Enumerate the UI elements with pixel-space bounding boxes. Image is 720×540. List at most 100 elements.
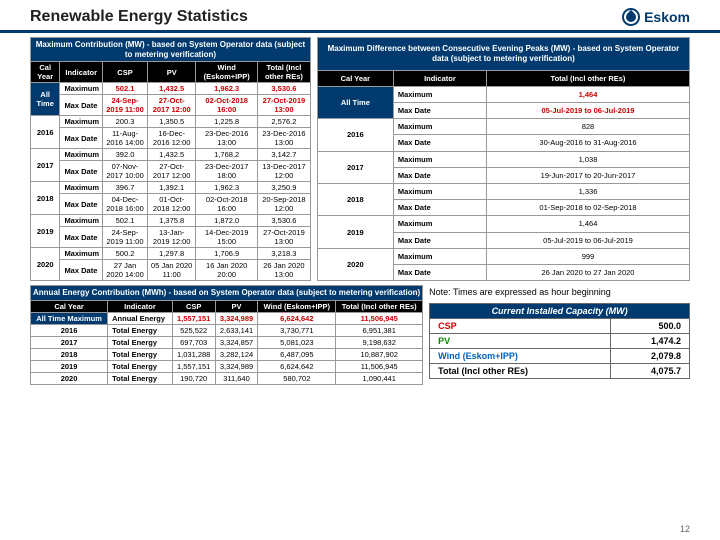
value-cell: 11,506,945 bbox=[336, 312, 423, 324]
year-cell: 2020 bbox=[317, 248, 393, 280]
year-cell: 2018 bbox=[31, 348, 108, 360]
table-row: 2018Total Energy1,031,2883,282,1246,487,… bbox=[31, 348, 423, 360]
indicator-cell: Total Energy bbox=[108, 348, 173, 360]
table-banner: Maximum Difference between Consecutive E… bbox=[317, 38, 689, 71]
indicator-cell: Maximum bbox=[60, 215, 103, 227]
value-cell: 2,576.2 bbox=[257, 116, 310, 128]
value-cell: 1,464 bbox=[486, 86, 689, 102]
table-row: 2019Maximum1,464 bbox=[317, 216, 689, 232]
value-cell: 05-Jul-2019 to 06-Jul-2019 bbox=[486, 103, 689, 119]
capacity-banner: Current Installed Capacity (MW) bbox=[430, 304, 690, 319]
capacity-label: PV bbox=[430, 334, 610, 349]
value-cell: 3,142.7 bbox=[257, 149, 310, 161]
indicator-cell: Max Date bbox=[393, 103, 486, 119]
annual-energy-table: Annual Energy Contribution (MWh) - based… bbox=[30, 285, 423, 385]
table-row: 2018Maximum1,336 bbox=[317, 183, 689, 199]
value-cell: 6,951,381 bbox=[336, 324, 423, 336]
value-cell: 5,081,023 bbox=[258, 336, 336, 348]
table-row: 2020Maximum500.21,297.81,706.93,218.3 bbox=[31, 248, 311, 260]
indicator-cell: Maximum bbox=[393, 119, 486, 135]
value-cell: 05-Jul-2019 to 06-Jul-2019 bbox=[486, 232, 689, 248]
column-header: Total (Incl other REs) bbox=[486, 70, 689, 86]
value-cell: 24-Sep-2019 11:00 bbox=[103, 95, 148, 116]
indicator-cell: Maximum bbox=[60, 248, 103, 260]
year-cell: 2019 bbox=[317, 216, 393, 248]
indicator-cell: Annual Energy bbox=[108, 312, 173, 324]
year-cell: 2020 bbox=[31, 372, 108, 384]
column-header: Indicator bbox=[60, 62, 103, 83]
value-cell: 6,487,095 bbox=[258, 348, 336, 360]
value-cell: 27-Oct-2017 12:00 bbox=[147, 95, 195, 116]
indicator-cell: Total Energy bbox=[108, 372, 173, 384]
eskom-logo: Eskom bbox=[622, 8, 690, 26]
column-header: Total (Incl other REs) bbox=[336, 300, 423, 312]
capacity-label: Total (Incl other REs) bbox=[430, 364, 610, 379]
column-header: Cal Year bbox=[31, 300, 108, 312]
value-cell: 6,624,642 bbox=[258, 312, 336, 324]
value-cell: 1,432.5 bbox=[147, 83, 195, 95]
value-cell: 23-Dec-2016 13:00 bbox=[257, 128, 310, 149]
value-cell: 27 Jan 2020 14:00 bbox=[103, 260, 148, 281]
year-cell: 2017 bbox=[31, 149, 60, 182]
indicator-cell: Max Date bbox=[393, 135, 486, 151]
column-header: Indicator bbox=[108, 300, 173, 312]
table-row: Max Date24-Sep-2019 11:0027-Oct-2017 12:… bbox=[31, 95, 311, 116]
column-header: Cal Year bbox=[31, 62, 60, 83]
capacity-value: 4,075.7 bbox=[610, 364, 689, 379]
capacity-row: Wind (Eskom+IPP)2,079.8 bbox=[430, 349, 690, 364]
time-note: Note: Times are expressed as hour beginn… bbox=[429, 285, 690, 299]
table-row: 2018Maximum396.71,392.11,962.33,250.9 bbox=[31, 182, 311, 194]
table-row: 2017Total Energy697,7033,324,8575,081,02… bbox=[31, 336, 423, 348]
value-cell: 20-Sep-2018 12:00 bbox=[257, 194, 310, 215]
value-cell: 500.2 bbox=[103, 248, 148, 260]
value-cell: 1,038 bbox=[486, 151, 689, 167]
value-cell: 1,225.8 bbox=[196, 116, 258, 128]
value-cell: 1,336 bbox=[486, 183, 689, 199]
value-cell: 11-Aug-2016 14:00 bbox=[103, 128, 148, 149]
value-cell: 525,522 bbox=[172, 324, 215, 336]
logo-icon bbox=[622, 8, 640, 26]
value-cell: 19-Jun-2017 to 20-Jun-2017 bbox=[486, 167, 689, 183]
value-cell: 27-Oct-2017 12:00 bbox=[147, 161, 195, 182]
indicator-cell: Max Date bbox=[60, 128, 103, 149]
value-cell: 190,720 bbox=[172, 372, 215, 384]
year-cell: 2016 bbox=[31, 324, 108, 336]
value-cell: 05 Jan 2020 11:00 bbox=[147, 260, 195, 281]
table-row: All TimeMaximum1,464 bbox=[317, 86, 689, 102]
max-contribution-table: Maximum Contribution (MW) - based on Sys… bbox=[30, 37, 311, 281]
capacity-label: Wind (Eskom+IPP) bbox=[430, 349, 610, 364]
value-cell: 3,730,771 bbox=[258, 324, 336, 336]
logo-text: Eskom bbox=[644, 9, 690, 25]
year-cell: All Time Maximum bbox=[31, 312, 108, 324]
value-cell: 3,530.6 bbox=[257, 215, 310, 227]
value-cell: 828 bbox=[486, 119, 689, 135]
value-cell: 3,218.3 bbox=[257, 248, 310, 260]
value-cell: 14-Dec-2019 15:00 bbox=[196, 227, 258, 248]
value-cell: 3,324,857 bbox=[215, 336, 258, 348]
value-cell: 502.1 bbox=[103, 215, 148, 227]
value-cell: 9,198,632 bbox=[336, 336, 423, 348]
value-cell: 1,297.8 bbox=[147, 248, 195, 260]
value-cell: 502.1 bbox=[103, 83, 148, 95]
value-cell: 30-Aug-2016 to 31-Aug-2016 bbox=[486, 135, 689, 151]
table-row: 2016Maximum200.31,350.51,225.82,576.2 bbox=[31, 116, 311, 128]
value-cell: 1,706.9 bbox=[196, 248, 258, 260]
indicator-cell: Max Date bbox=[60, 95, 103, 116]
table-row: Max Date11-Aug-2016 14:0016-Dec-2016 12:… bbox=[31, 128, 311, 149]
indicator-cell: Maximum bbox=[393, 183, 486, 199]
value-cell: 1,464 bbox=[486, 216, 689, 232]
table-row: 2017Maximum1,038 bbox=[317, 151, 689, 167]
indicator-cell: Maximum bbox=[393, 248, 486, 264]
page-title: Renewable Energy Statistics bbox=[30, 8, 248, 26]
value-cell: 1,090,441 bbox=[336, 372, 423, 384]
value-cell: 1,557,151 bbox=[172, 360, 215, 372]
value-cell: 1,768.2 bbox=[196, 149, 258, 161]
indicator-cell: Total Energy bbox=[108, 324, 173, 336]
indicator-cell: Maximum bbox=[60, 149, 103, 161]
value-cell: 27-Oct-2019 13:00 bbox=[257, 95, 310, 116]
value-cell: 01-Sep-2018 to 02-Sep-2018 bbox=[486, 200, 689, 216]
value-cell: 1,962.3 bbox=[196, 83, 258, 95]
indicator-cell: Max Date bbox=[393, 200, 486, 216]
table-banner: Maximum Contribution (MW) - based on Sys… bbox=[31, 38, 311, 62]
table-row: Max Date24-Sep-2019 11:0013-Jan-2019 12:… bbox=[31, 227, 311, 248]
